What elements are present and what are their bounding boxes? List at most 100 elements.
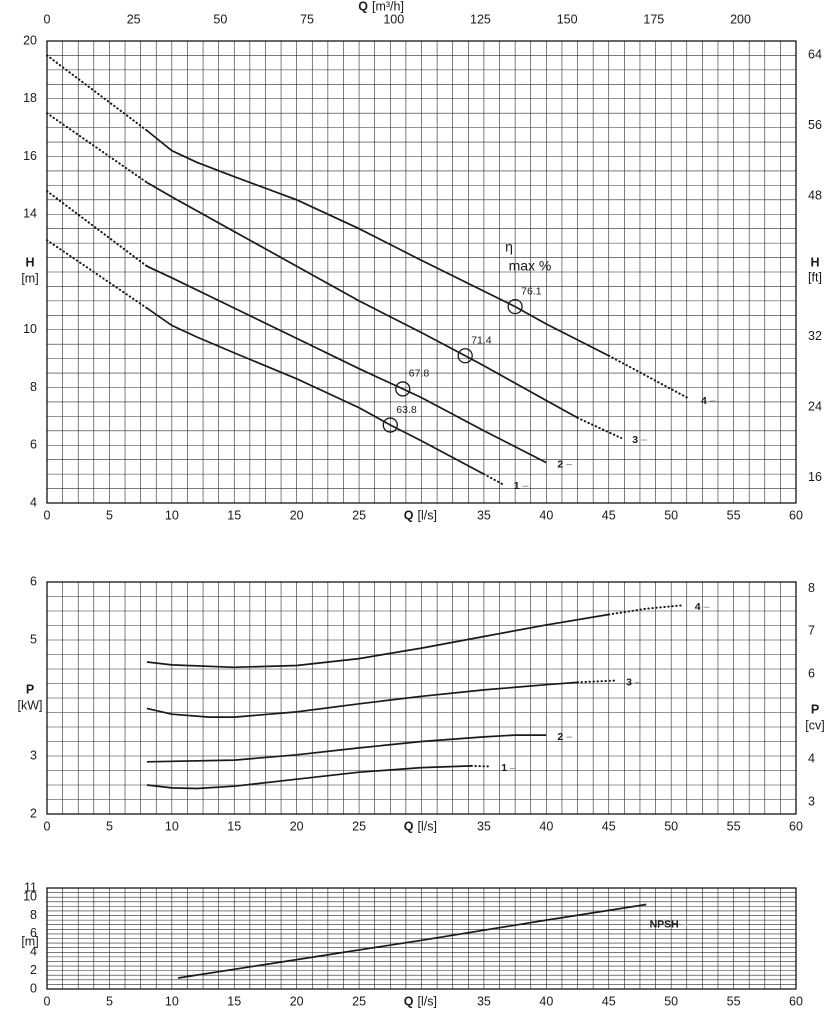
curve <box>146 681 578 718</box>
y-tick-label: 18 <box>23 91 37 105</box>
y-tick-label: 8 <box>30 908 37 922</box>
efficiency-point <box>457 348 473 364</box>
curve-extension <box>470 764 492 768</box>
curve-extension <box>607 604 685 616</box>
x-tick-label: 5 <box>106 508 113 522</box>
y-tick-label: 16 <box>23 149 37 163</box>
y-tick-label: 6 <box>30 574 37 588</box>
y-tick-label: 14 <box>23 207 37 221</box>
y2-tick-label: 4 <box>808 752 815 766</box>
y2-tick-label: 32 <box>808 329 822 343</box>
y-tick-label: 2 <box>30 963 37 977</box>
plot-frame <box>46 40 797 504</box>
x-tick-label: 20 <box>290 994 304 1008</box>
y-tick-label: 2 <box>30 806 37 820</box>
x2-tick-label: 150 <box>557 12 578 26</box>
efficiency-point <box>395 381 411 397</box>
x-tick-label: 10 <box>165 994 179 1008</box>
y-tick-label: 4 <box>30 495 37 509</box>
x-tick-label: 0 <box>44 508 51 522</box>
x-tick-label: 50 <box>664 819 678 833</box>
curve-label: 4 <box>701 395 707 407</box>
x-axis-title: Q <box>404 994 414 1008</box>
y-tick-label: 0 <box>30 981 37 995</box>
y2-axis-title: P <box>811 702 819 716</box>
x-tick-label: 25 <box>352 994 366 1008</box>
y-tick-label: 8 <box>30 380 37 394</box>
x-tick-label: 55 <box>727 508 741 522</box>
x2-tick-label: 100 <box>383 12 404 26</box>
x-tick-label: 35 <box>477 508 491 522</box>
annotation: max % <box>509 258 552 274</box>
curve-extension <box>46 112 623 439</box>
x-tick-label: 60 <box>789 994 803 1008</box>
x-axis-unit: [l/s] <box>418 994 437 1008</box>
x2-axis-unit: [m³/h] <box>372 0 404 13</box>
x-tick-label: 25 <box>352 508 366 522</box>
x-tick-label: 5 <box>106 994 113 1008</box>
y-tick-label: 11 <box>24 880 37 894</box>
y-tick-label: 6 <box>30 438 37 452</box>
curve <box>146 265 547 464</box>
y-axis-title: P <box>26 682 34 696</box>
plot-frame <box>46 581 797 815</box>
x2-tick-label: 175 <box>643 12 664 26</box>
curve-label: 2 <box>557 731 563 743</box>
curve-extension <box>46 239 504 486</box>
x-tick-label: 15 <box>227 819 241 833</box>
efficiency-point <box>507 298 523 315</box>
efficiency-point <box>382 417 398 433</box>
y-tick-label: 3 <box>30 748 37 762</box>
efficiency-label: 63.8 <box>396 404 417 416</box>
y-tick-label: 20 <box>23 33 37 47</box>
x-tick-label: 60 <box>789 508 803 522</box>
x2-tick-label: 25 <box>127 12 141 26</box>
y2-tick-label: 24 <box>808 400 822 414</box>
curve-label: 2 <box>557 458 563 470</box>
x-tick-label: 40 <box>539 994 553 1008</box>
y2-axis-title: H <box>810 255 819 269</box>
x-tick-label: 0 <box>44 994 51 1008</box>
curve-label: 1 <box>501 762 507 774</box>
x-tick-label: 10 <box>165 819 179 833</box>
x-tick-label: 25 <box>352 819 366 833</box>
x-tick-label: 45 <box>602 994 616 1008</box>
x-tick-label: 20 <box>290 508 304 522</box>
curve-label: 3 <box>626 676 632 688</box>
x-tick-label: 35 <box>477 819 491 833</box>
x-axis-title: Q <box>404 508 414 522</box>
curve <box>146 181 578 419</box>
x-tick-label: 15 <box>227 508 241 522</box>
curve <box>146 129 610 357</box>
x-axis-unit: [l/s] <box>418 819 437 833</box>
curve-extension <box>46 54 691 401</box>
x-tick-label: 45 <box>602 819 616 833</box>
y2-tick-label: 64 <box>808 48 822 62</box>
y2-tick-label: 56 <box>808 118 822 132</box>
curve <box>146 765 472 790</box>
y-tick-label: 5 <box>30 632 37 646</box>
curve <box>146 734 547 763</box>
y-axis-unit: [kW] <box>18 698 43 712</box>
y2-tick-label: 7 <box>808 624 815 638</box>
y-axis-unit: [m] <box>21 271 38 285</box>
y-axis-title: H <box>25 255 34 269</box>
curve-extension <box>46 190 148 268</box>
x-tick-label: 15 <box>227 994 241 1008</box>
x2-tick-label: 125 <box>470 12 491 26</box>
x2-tick-label: 200 <box>730 12 751 26</box>
x2-tick-label: 50 <box>213 12 227 26</box>
y-tick-label: 4 <box>30 945 37 959</box>
curve <box>146 307 485 475</box>
y2-axis-unit: [ft] <box>808 270 822 284</box>
x-tick-label: 55 <box>727 819 741 833</box>
x-axis-unit: [l/s] <box>418 508 437 522</box>
curve-label: 1 <box>514 480 520 492</box>
x-tick-label: 40 <box>539 819 553 833</box>
x-tick-label: 55 <box>727 994 741 1008</box>
curve-label: 3 <box>632 434 638 446</box>
curve <box>177 903 647 979</box>
x-tick-label: 5 <box>106 819 113 833</box>
x2-axis-title: Q <box>358 0 368 13</box>
